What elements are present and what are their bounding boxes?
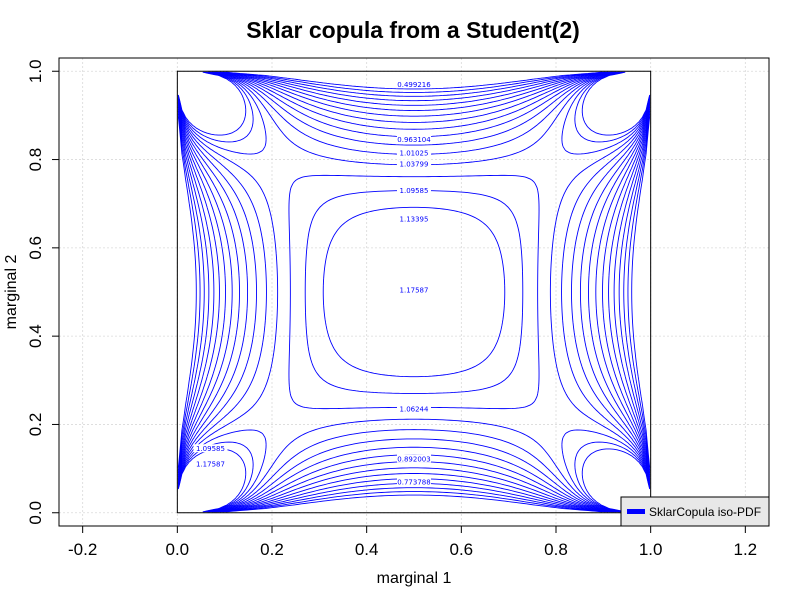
x-axis-label: marginal 1 (377, 570, 452, 587)
x-tick-label: 0.4 (355, 540, 379, 559)
x-tick-label: 0.2 (260, 540, 284, 559)
legend-entry: SklarCopula iso-PDF (649, 505, 761, 519)
plot-frame (58, 57, 770, 527)
x-tick-label: 1.0 (639, 540, 663, 559)
contour-label: 0.892003 (397, 455, 430, 463)
contour-label-bg (397, 477, 431, 486)
x-tick-label: 0.6 (450, 540, 474, 559)
contour-label-bg (193, 459, 228, 468)
contour-label: 0.499216 (397, 81, 431, 89)
contour-label: 1.09585 (400, 187, 429, 195)
y-tick-label: 0.8 (26, 148, 45, 172)
contour-label-bg (397, 285, 431, 294)
y-axis-label: marginal 2 (3, 255, 20, 330)
contour-label: 1.13395 (400, 216, 429, 224)
y-tick-label: 0.2 (26, 413, 45, 437)
contour-label-bg (397, 185, 431, 194)
x-tick-label: 1.2 (734, 540, 758, 559)
contour-label: 1.03799 (400, 160, 429, 168)
chart-title: Sklar copula from a Student(2) (246, 17, 580, 43)
contour-label: 0.963104 (397, 136, 431, 144)
legend-swatch (627, 509, 645, 514)
contour-label-bg (397, 159, 431, 168)
contour-label: 0.773788 (397, 478, 430, 486)
contour-labels: 0.499216 0.963104 1.01025 1.03799 1.09585 1.1… (193, 79, 431, 486)
y-tick-label: 0.6 (26, 236, 45, 260)
y-tick-label: 0.4 (26, 324, 45, 348)
contour-label: 1.06244 (400, 406, 429, 414)
contour-lines (177, 71, 651, 513)
unit-square-boundary (176, 70, 652, 514)
contour-label-bg (397, 148, 431, 157)
contour-label-bg (397, 214, 431, 223)
x-tick-label: 0.8 (544, 540, 568, 559)
x-tick-label: -0.2 (68, 540, 97, 559)
legend-box (620, 496, 770, 527)
contour-label-bg (397, 404, 431, 413)
x-axis-ticks: -0.2 0.0 0.2 0.4 0.6 0.8 1.0 1.2 (68, 526, 757, 559)
contour-label-bg (193, 444, 228, 453)
contour-label: 1.17587 (400, 286, 429, 294)
contour-label-bg (397, 454, 431, 463)
legend: SklarCopula iso-PDF (620, 496, 770, 527)
contour-label: 1.17587 (196, 461, 225, 469)
contour-label: 1.09585 (196, 445, 225, 453)
contour-label-bg (397, 79, 431, 88)
x-tick-label: 0.0 (166, 540, 190, 559)
y-tick-label: 0.0 (26, 501, 45, 525)
contour-label-bg (397, 135, 431, 144)
y-tick-label: 1.0 (26, 59, 45, 83)
contour-label: 1.01025 (400, 149, 429, 157)
y-axis-ticks: 0.0 0.2 0.4 0.6 0.8 1.0 (26, 59, 59, 525)
